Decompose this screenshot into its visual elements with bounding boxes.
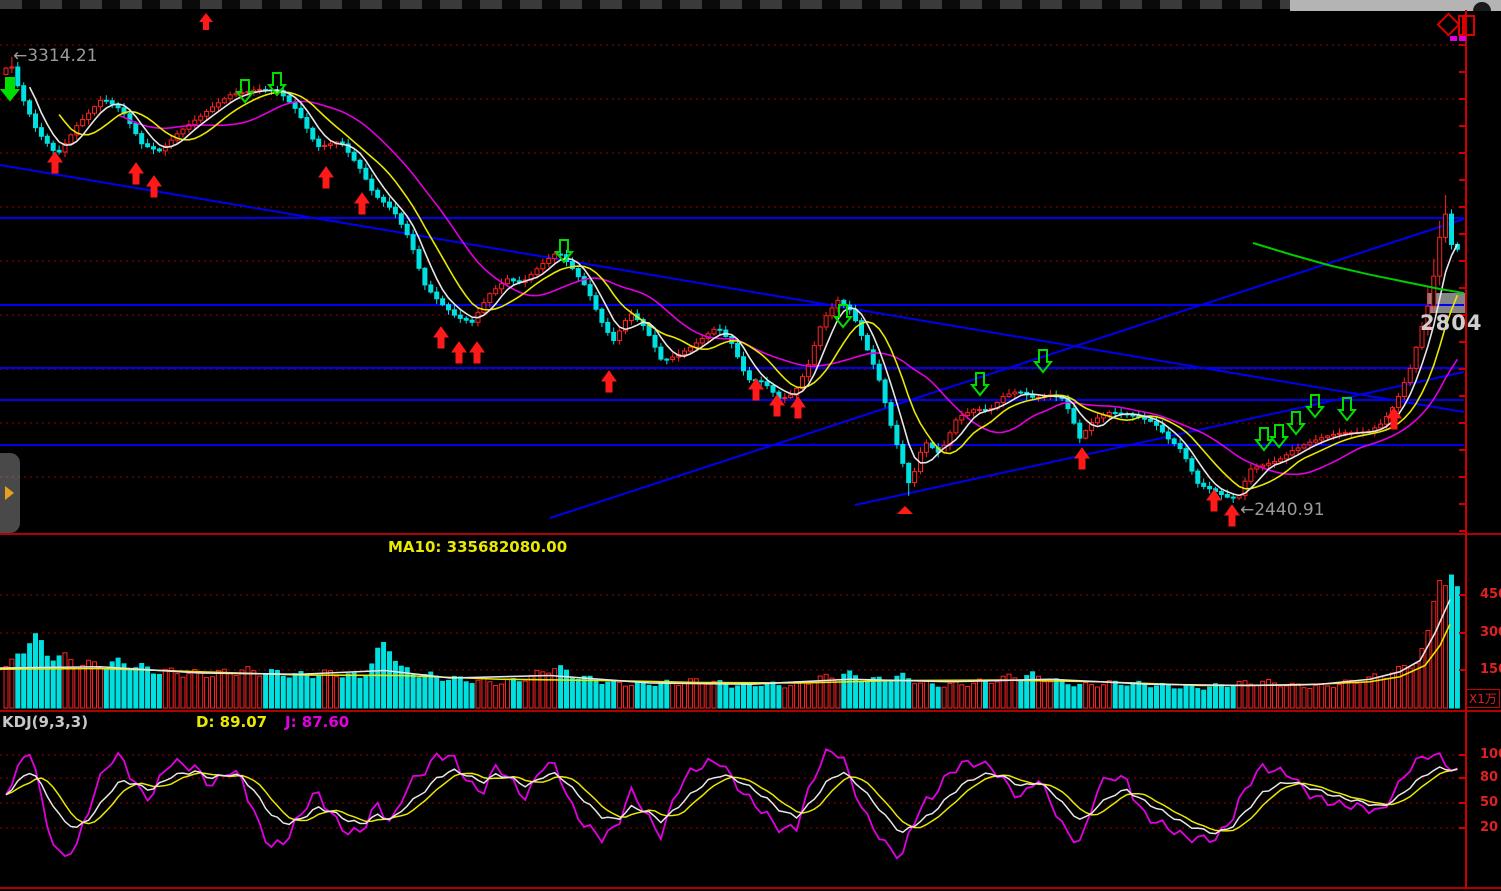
axis-tick-label: 20 (1480, 820, 1499, 835)
up-arrow-icon (199, 13, 213, 30)
axis-tick-label: 30000 (1480, 625, 1501, 640)
kdj-j-value[interactable]: J: 87.60 (285, 713, 350, 731)
axis-tick-label: 45000 (1480, 587, 1501, 602)
axis-tick-label: 100 (1480, 747, 1501, 762)
sidebar-flyout-handle[interactable] (0, 453, 20, 533)
axis-tick-label: 50 (1480, 795, 1499, 810)
ma20-value[interactable]: MA20: 2714.79 (477, 12, 604, 30)
window-top-strip-right (1290, 0, 1501, 11)
window-top-strip (0, 0, 1290, 9)
axis-tick-label: 80 (1480, 770, 1499, 785)
volume-ma10-value[interactable]: MA10: 335682080.00 (388, 538, 568, 556)
axis-tick-label: 15000 (1480, 662, 1501, 677)
window-corner-notch (1473, 2, 1491, 11)
split-window-icon[interactable] (1458, 15, 1475, 36)
volume-ma5-value[interactable]: MA5: 433864864.00 (212, 538, 381, 556)
symbol-title[interactable]: 上证指数(日线.前复权) (3, 14, 158, 32)
volume-value[interactable]: VOLUME: 474976448.00 (2, 538, 205, 556)
kdj-name[interactable]: KDJ(9,3,3) (2, 713, 89, 731)
ma5-value[interactable]: MA5: 2882.53 (219, 12, 336, 30)
marker-dot-icon (1459, 36, 1466, 41)
expand-arrow-icon (5, 486, 14, 500)
ma10-value[interactable]: MA10: 2808.60 (337, 12, 464, 30)
kdj-k-value[interactable]: K: 88.58 (107, 713, 178, 731)
trough-price-annotation: ←2440.91 (1240, 500, 1325, 520)
marker-dot-icon (1450, 36, 1457, 41)
current-price-tag: 2804 (1420, 311, 1483, 335)
volume-unit-label: X1万 (1466, 689, 1500, 708)
peak-price-annotation: ←3314.21 (13, 46, 98, 66)
kdj-d-value[interactable]: D: 89.07 (196, 713, 268, 731)
ma250-value[interactable]: MA250: 2842.80 (617, 12, 755, 30)
